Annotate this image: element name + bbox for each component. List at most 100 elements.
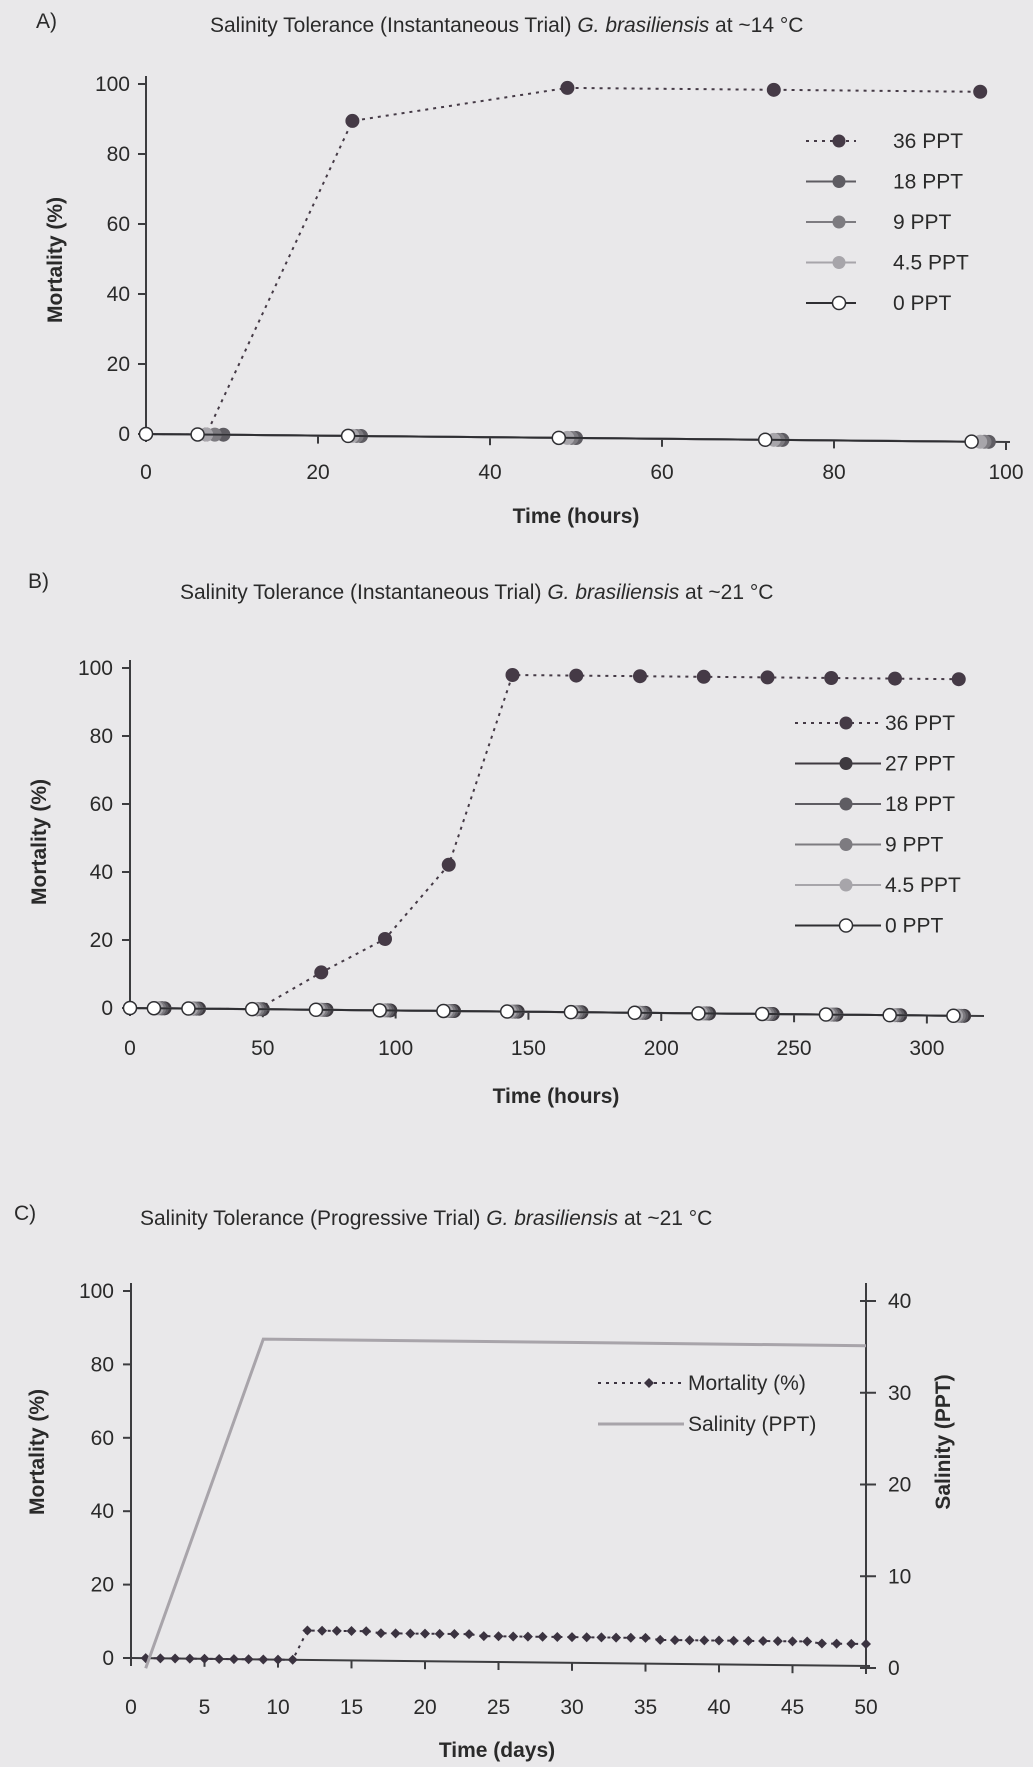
y-tick-label: 100 bbox=[95, 73, 130, 96]
data-point bbox=[596, 1632, 607, 1643]
data-point bbox=[846, 1638, 857, 1649]
y2-tick-label: 10 bbox=[888, 1565, 911, 1588]
legend-item-18-ppt: 18 PPT bbox=[795, 793, 955, 816]
data-point bbox=[287, 1654, 298, 1665]
y-tick-label: 20 bbox=[90, 929, 113, 952]
data-point bbox=[754, 1006, 770, 1022]
legend-item-0-ppt: 0 PPT bbox=[795, 915, 944, 938]
legend-label: 18 PPT bbox=[885, 793, 955, 816]
x-axis-title: Time (hours) bbox=[513, 505, 640, 528]
data-point bbox=[824, 671, 839, 685]
x-tick-label: 40 bbox=[707, 1696, 730, 1719]
data-point bbox=[317, 1625, 328, 1636]
y-tick-label: 100 bbox=[79, 1280, 114, 1303]
data-point bbox=[345, 113, 360, 128]
x-tick-label: 100 bbox=[988, 461, 1023, 484]
legend-marker bbox=[832, 215, 846, 229]
series-line-36-ppt bbox=[145, 86, 981, 436]
legend-label: 27 PPT bbox=[885, 753, 955, 776]
y-axis-title: Mortality (%) bbox=[44, 197, 67, 323]
data-point bbox=[633, 669, 647, 684]
legend-marker bbox=[832, 175, 846, 188]
x-tick-label: 20 bbox=[306, 461, 329, 484]
legend-item-mortality: Mortality (%) bbox=[598, 1372, 806, 1395]
x-tick-label: 0 bbox=[140, 461, 152, 484]
data-point bbox=[122, 1000, 138, 1016]
data-point bbox=[420, 1628, 430, 1639]
data-point bbox=[155, 1653, 166, 1664]
data-point bbox=[861, 1638, 871, 1649]
x-tick-label: 0 bbox=[124, 1037, 136, 1060]
legend-marker bbox=[839, 878, 853, 892]
data-point bbox=[331, 1625, 342, 1636]
x-tick-label: 100 bbox=[378, 1037, 413, 1060]
data-point bbox=[696, 669, 711, 684]
data-point bbox=[691, 1006, 706, 1021]
data-point bbox=[728, 1635, 739, 1646]
data-point bbox=[882, 1007, 897, 1023]
legend-marker bbox=[839, 797, 853, 811]
data-point bbox=[340, 428, 356, 444]
data-point bbox=[758, 1636, 769, 1647]
x-tick-label: 0 bbox=[125, 1696, 137, 1719]
data-point bbox=[308, 1002, 324, 1017]
data-point bbox=[214, 1653, 225, 1664]
data-point bbox=[743, 1635, 754, 1646]
data-point bbox=[888, 671, 902, 686]
data-point bbox=[390, 1628, 401, 1639]
y-axis-title: Mortality (%) bbox=[26, 1389, 49, 1515]
y2-tick-label: 30 bbox=[888, 1382, 911, 1405]
data-point bbox=[170, 1653, 181, 1664]
panel-label: B) bbox=[28, 570, 49, 593]
data-point bbox=[199, 1653, 210, 1664]
panel-label: C) bbox=[14, 1202, 36, 1225]
panel-a-chart: A) Salinity Tolerance (Instantaneous Tri… bbox=[36, 10, 1024, 528]
data-point bbox=[244, 1001, 260, 1017]
data-point bbox=[273, 1654, 283, 1665]
legend-marker bbox=[839, 757, 853, 770]
y-tick-label: 80 bbox=[91, 1353, 114, 1376]
data-point bbox=[499, 1004, 515, 1019]
legend-marker bbox=[644, 1378, 654, 1388]
series-line-salinity-ppt bbox=[144, 1337, 867, 1669]
legend-label: 18 PPT bbox=[893, 171, 963, 194]
y2-tick-label: 40 bbox=[888, 1290, 911, 1313]
data-point bbox=[552, 1631, 563, 1642]
x-tick-label: 35 bbox=[634, 1696, 657, 1719]
data-point bbox=[818, 1007, 834, 1022]
data-point bbox=[314, 965, 329, 980]
y-tick-label: 20 bbox=[91, 1574, 114, 1597]
data-point bbox=[772, 1636, 783, 1647]
x-axis-title: Time (days) bbox=[439, 1739, 555, 1762]
legend-marker bbox=[831, 295, 847, 311]
series-line-mortality bbox=[145, 1629, 867, 1661]
legend-item-4-5-ppt: 4.5 PPT bbox=[806, 252, 969, 275]
data-point bbox=[567, 1632, 577, 1643]
data-point bbox=[951, 672, 966, 687]
data-point bbox=[522, 1631, 533, 1642]
y-tick-label: 60 bbox=[91, 1427, 114, 1450]
data-point bbox=[464, 1629, 475, 1640]
y-tick-label: 80 bbox=[107, 143, 130, 166]
y-tick-label: 20 bbox=[107, 353, 130, 376]
y-tick-label: 60 bbox=[107, 213, 130, 236]
legend-marker bbox=[839, 716, 853, 730]
x-tick-label: 20 bbox=[413, 1696, 436, 1719]
x-tick-label: 30 bbox=[560, 1696, 583, 1719]
data-point bbox=[372, 1003, 387, 1018]
y-tick-label: 40 bbox=[107, 283, 130, 306]
y-tick-label: 40 bbox=[90, 861, 113, 884]
data-point bbox=[625, 1632, 636, 1643]
x-tick-label: 150 bbox=[511, 1037, 546, 1060]
data-point bbox=[361, 1626, 372, 1637]
legend-label: 9 PPT bbox=[885, 834, 944, 857]
data-point bbox=[640, 1632, 651, 1643]
data-point bbox=[302, 1625, 313, 1636]
data-point bbox=[537, 1631, 548, 1642]
data-point bbox=[181, 1001, 196, 1016]
panel-b-chart: B) Salinity Tolerance (Instantaneous Tri… bbox=[28, 570, 985, 1108]
data-point bbox=[146, 1000, 162, 1016]
series-salinity-ppt bbox=[144, 1337, 867, 1669]
data-point bbox=[478, 1631, 489, 1642]
